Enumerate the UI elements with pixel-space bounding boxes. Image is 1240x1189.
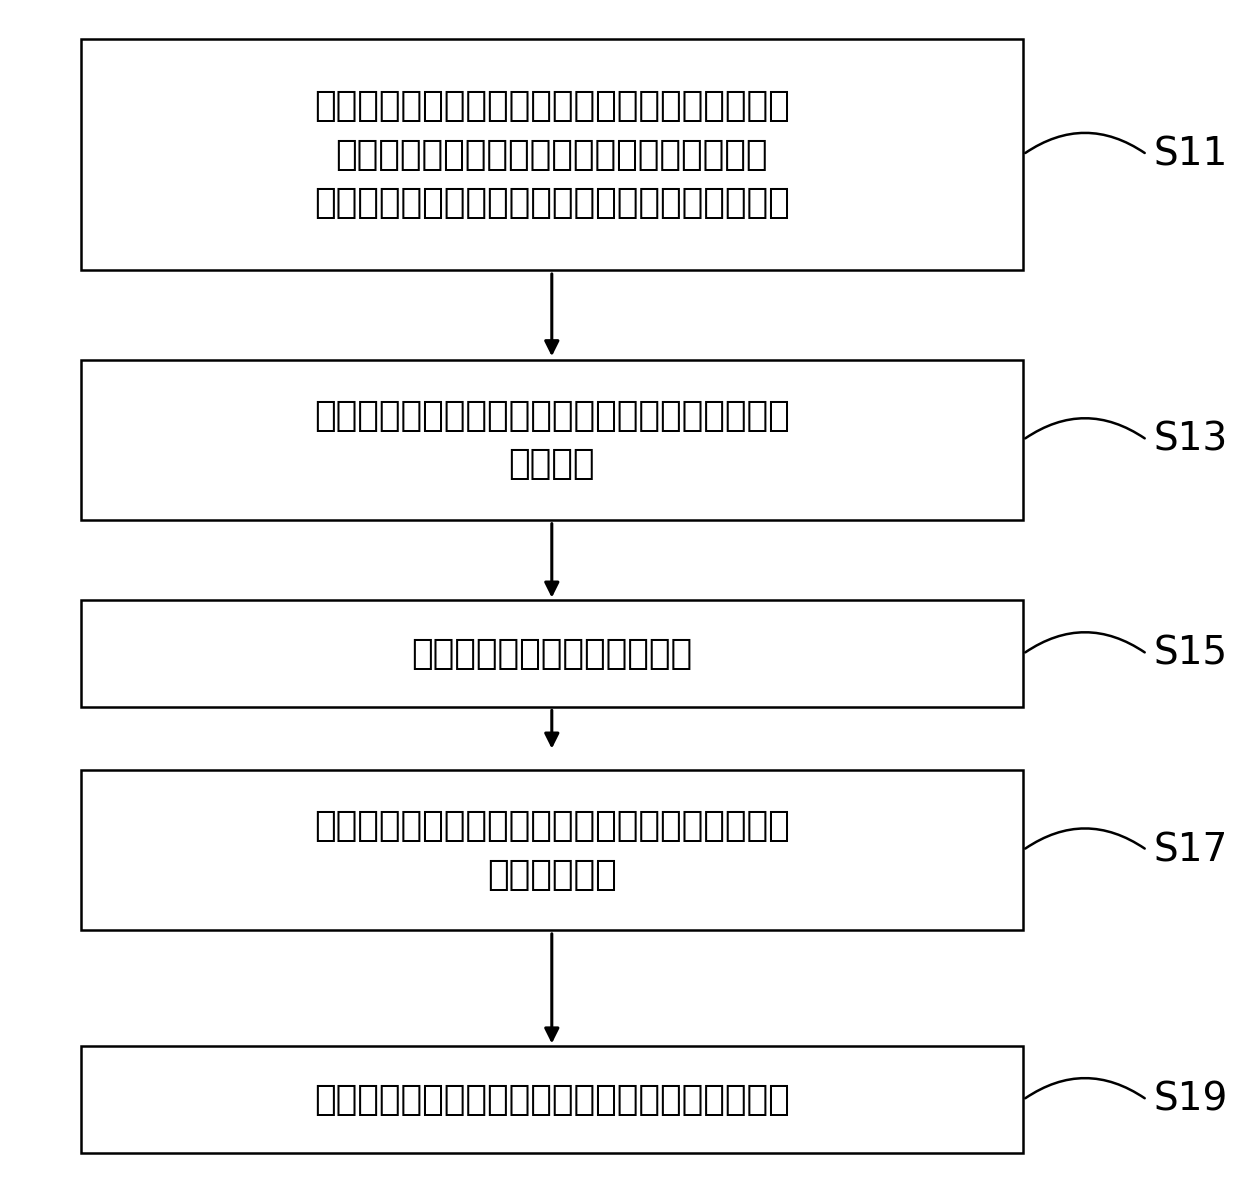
Text: S13: S13 xyxy=(1153,421,1228,459)
FancyBboxPatch shape xyxy=(81,359,1023,521)
FancyBboxPatch shape xyxy=(81,770,1023,931)
FancyBboxPatch shape xyxy=(81,600,1023,707)
Text: 将预设量的目标粒度的石墨颗粒添加到金属溶液中
，并利用超声波对添加了所述石墨颗粒的金属
溶液进行处理，使石墨颗粒在金属溶液中混合均匀: 将预设量的目标粒度的石墨颗粒添加到金属溶液中 ，并利用超声波对添加了所述石墨颗粒… xyxy=(314,89,790,220)
Text: 将混合均匀的所述金属溶液进行连铸连轧，形成金
属片结构: 将混合均匀的所述金属溶液进行连铸连轧，形成金 属片结构 xyxy=(314,398,790,482)
FancyBboxPatch shape xyxy=(81,38,1023,271)
Text: S15: S15 xyxy=(1153,635,1228,673)
Text: S19: S19 xyxy=(1153,1081,1228,1119)
Text: S17: S17 xyxy=(1153,831,1228,869)
Text: S11: S11 xyxy=(1153,136,1228,174)
FancyBboxPatch shape xyxy=(81,1046,1023,1153)
Text: 对所述轴瓦毛坯的表面进行精加工，得到轴瓦成品: 对所述轴瓦毛坯的表面进行精加工，得到轴瓦成品 xyxy=(314,1083,790,1116)
Text: 将钢板和形成的金属片结构固定成为一体，并冲压
形成轴瓦毛坯: 将钢板和形成的金属片结构固定成为一体，并冲压 形成轴瓦毛坯 xyxy=(314,809,790,892)
Text: 清洗掉所述钢板表层的氧化皮: 清洗掉所述钢板表层的氧化皮 xyxy=(412,637,692,671)
